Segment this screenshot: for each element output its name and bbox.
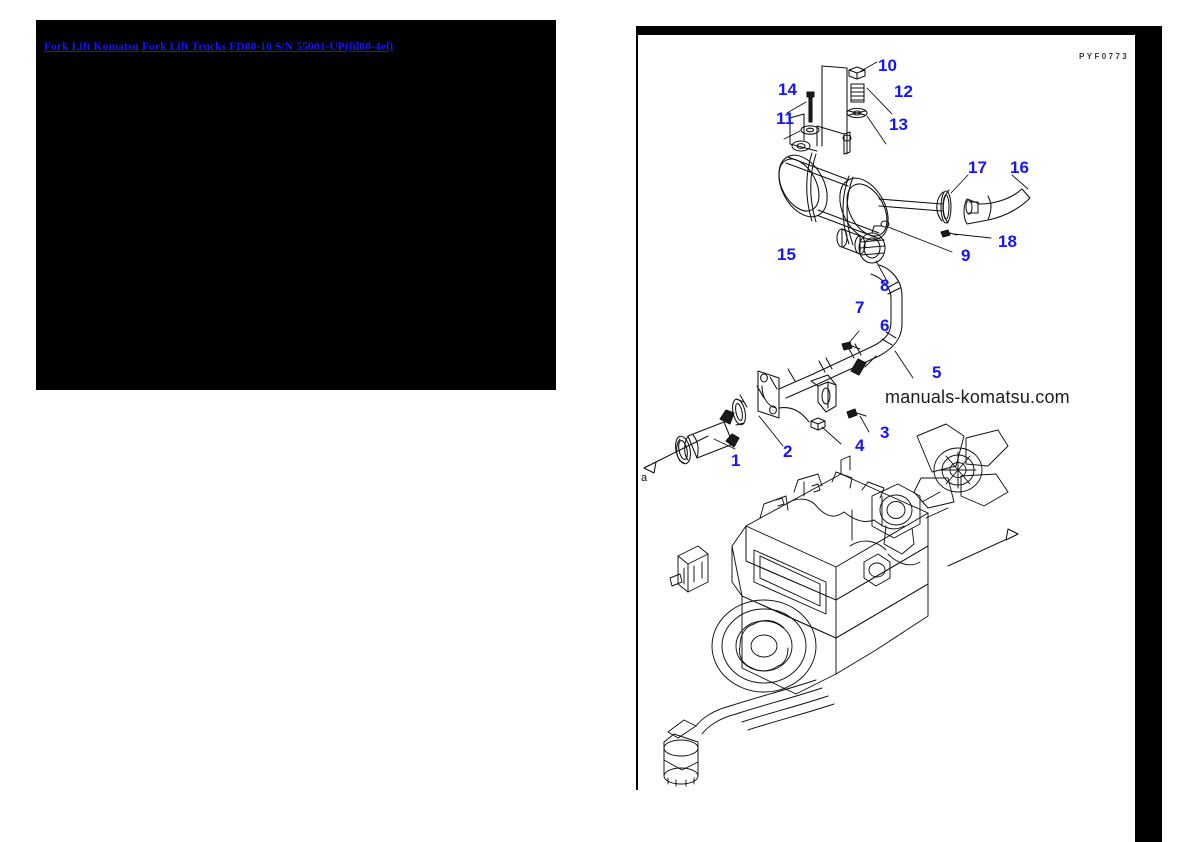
part-code-label: PYF0773 (1079, 52, 1130, 61)
bolt-7 (841, 341, 861, 351)
callout-15[interactable]: 15 (777, 245, 796, 264)
callout-8[interactable]: 8 (880, 276, 890, 295)
callout-11[interactable]: 11 (776, 109, 794, 128)
clamp-8 (858, 220, 890, 264)
breadcrumb: Fork Lift Komatsu Fork Lift Trucks FD80-10… (44, 41, 393, 53)
catalog-header-panel: Fork Lift Komatsu Fork Lift Trucks FD80-10… (36, 20, 556, 390)
section-mark-a-left: a (641, 472, 648, 484)
callout-9[interactable]: 9 (961, 246, 971, 265)
breadcrumb-item-model[interactable]: FD80-10 S/N 55001-UP(fd80-4el) (229, 41, 394, 53)
gasket-ring (732, 398, 746, 426)
callout-1[interactable]: 1 (731, 451, 741, 470)
breadcrumb-item-fork-lift-trucks[interactable]: Fork Lift Trucks (141, 41, 227, 53)
exhaust-pipe-5 (739, 264, 903, 408)
sheet-right-border (1135, 33, 1162, 842)
callout-3[interactable]: 3 (880, 423, 890, 442)
sheet-left-border (636, 26, 638, 790)
callout-14[interactable]: 14 (778, 80, 797, 99)
flange-2 (757, 370, 780, 419)
callout-6[interactable]: 6 (880, 316, 890, 335)
callout-16[interactable]: 16 (1010, 158, 1029, 177)
callout-4[interactable]: 4 (855, 436, 865, 455)
bolt-18 (940, 229, 958, 238)
callout-17[interactable]: 17 (968, 158, 987, 177)
bracket-6 (810, 358, 867, 413)
exhaust-pipe-1 (675, 409, 740, 465)
nut-4 (778, 407, 826, 431)
callout-13[interactable]: 13 (889, 115, 908, 134)
muffler-body (778, 124, 943, 255)
muffler-top-mount (789, 65, 848, 155)
bolt-3 (846, 408, 867, 419)
engine-assembly (663, 423, 1009, 787)
breadcrumb-item-fork-lift-komatsu[interactable]: Fork Lift Komatsu (44, 41, 139, 53)
reference-arrow-a (643, 435, 709, 474)
reference-arrow-a-right (947, 528, 1019, 567)
callout-2[interactable]: 2 (783, 442, 793, 461)
callout-7[interactable]: 7 (855, 298, 865, 317)
callout-10[interactable]: 10 (878, 56, 897, 75)
callout-5[interactable]: 5 (932, 363, 942, 382)
callout-12[interactable]: 12 (894, 82, 913, 101)
tail-pipe (936, 188, 1031, 225)
exhaust-assembly-drawing (643, 61, 1031, 787)
callout-18[interactable]: 18 (998, 232, 1017, 251)
sheet-top-border (636, 26, 1162, 35)
hardware-stack (800, 66, 868, 135)
watermark-text: manuals-komatsu.com (885, 387, 1070, 407)
